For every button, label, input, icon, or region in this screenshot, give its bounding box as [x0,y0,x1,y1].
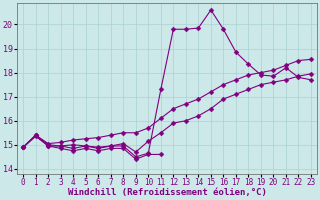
X-axis label: Windchill (Refroidissement éolien,°C): Windchill (Refroidissement éolien,°C) [68,188,267,197]
